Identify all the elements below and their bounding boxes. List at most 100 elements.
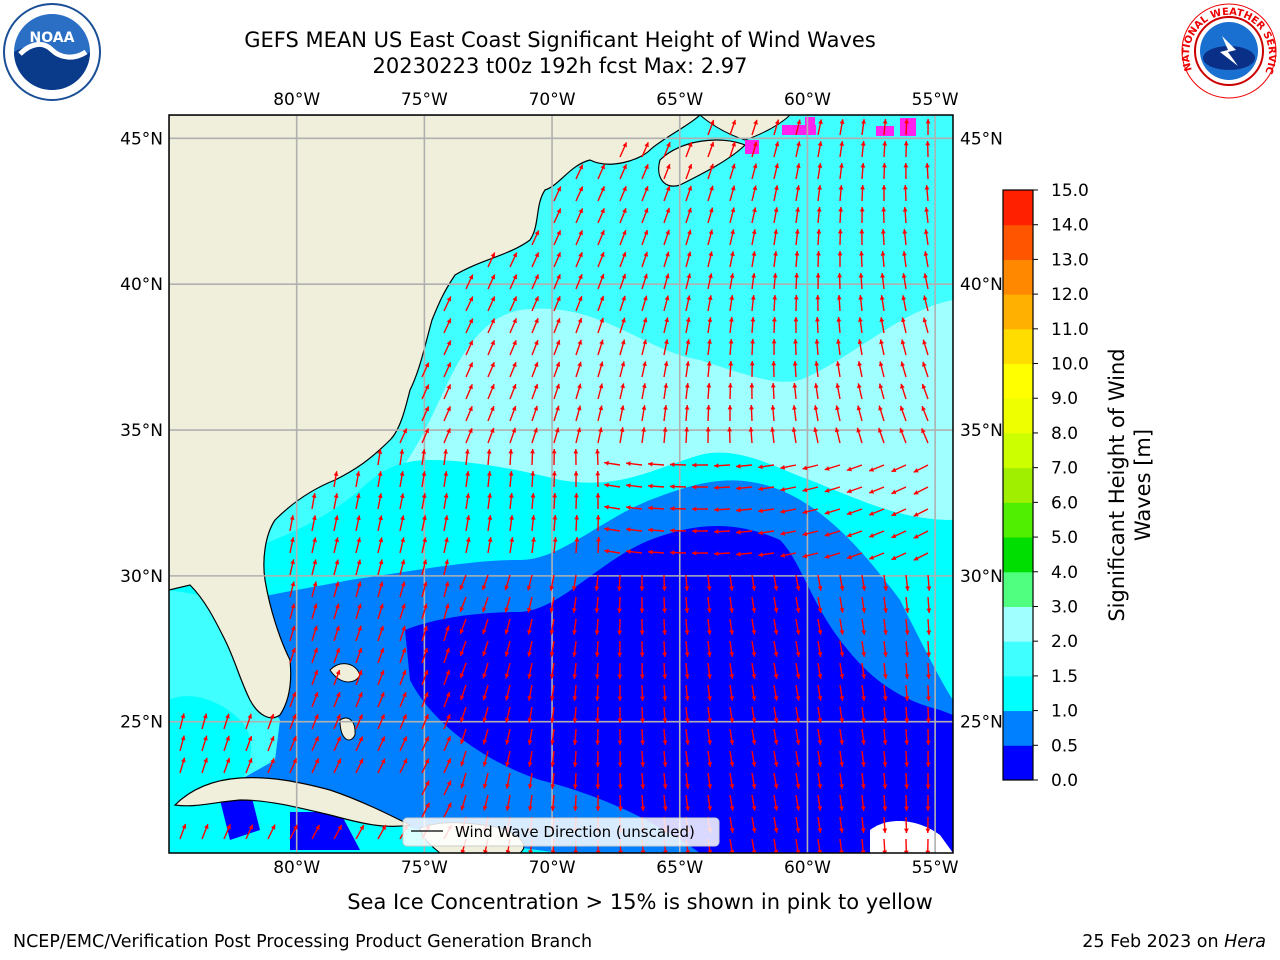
lon-label-top: 55°W	[912, 90, 959, 110]
wave-arrow-head	[662, 784, 668, 789]
wave-arrow-head	[839, 652, 845, 657]
colorbar-segment	[1003, 641, 1033, 677]
wave-arrow-head	[422, 515, 427, 521]
colorbar-segment	[1003, 710, 1033, 746]
wave-arrow-head	[379, 625, 384, 631]
wave-arrow-head	[465, 493, 471, 498]
wave-arrow-head	[692, 484, 697, 490]
wave-arrow-head	[926, 630, 932, 635]
wave-arrow-head	[707, 696, 712, 701]
wave-arrow-head	[526, 585, 532, 591]
wave-arrow-head	[358, 736, 363, 742]
wave-arrow-head	[358, 714, 363, 720]
wave-arrow-head	[736, 463, 741, 469]
wave-arrow-head	[814, 339, 820, 344]
wave-arrow-head	[335, 670, 341, 675]
wave-arrow-head	[549, 585, 555, 591]
wave-arrow-head	[618, 784, 623, 789]
wave-arrow-head	[595, 515, 601, 520]
wave-arrow-head	[736, 507, 741, 513]
wave-arrow-head	[640, 762, 646, 767]
wave-arrow-head	[879, 317, 885, 322]
wave-arrow-head	[356, 581, 362, 587]
wave-arrow-head	[836, 295, 842, 300]
wave-arrow-head	[773, 251, 778, 256]
wave-arrow-head	[424, 428, 429, 434]
wave-arrow-head	[904, 762, 909, 767]
wave-arrow-head	[482, 695, 487, 701]
wave-arrow-head	[550, 762, 556, 767]
colorbar-segment	[1003, 537, 1033, 573]
wave-arrow-head	[707, 740, 712, 745]
wave-arrow-head	[552, 493, 558, 498]
wave-arrow-head	[882, 740, 888, 745]
wave-arrow-head	[882, 696, 888, 701]
wave-arrow-head	[622, 230, 627, 235]
wave-arrow-head	[904, 696, 910, 701]
wave-arrow-head	[401, 670, 407, 675]
wave-arrow-head	[758, 552, 763, 558]
wave-arrow-head	[446, 736, 451, 742]
wave-arrow-head	[795, 718, 801, 723]
wave-arrow-head	[684, 586, 690, 591]
wave-arrow-head	[817, 828, 823, 833]
lat-label-left: 25°N	[120, 713, 163, 733]
wave-arrow-head	[460, 849, 466, 853]
wave-arrow-head	[835, 383, 841, 388]
wave-arrow-head	[269, 714, 275, 719]
wave-arrow-head	[861, 674, 866, 679]
wave-arrow-head	[399, 493, 405, 499]
wave-arrow-head	[729, 295, 735, 300]
wave-arrow-head	[648, 549, 653, 555]
wave-arrow-head	[773, 229, 779, 234]
wave-arrow-head	[709, 120, 715, 125]
wave-arrow-head	[617, 608, 622, 613]
wave-arrow-head	[883, 652, 888, 657]
wave-arrow-head	[595, 806, 601, 811]
wave-arrow-head	[899, 428, 905, 433]
colorbar-segment	[1003, 432, 1033, 469]
wave-arrow-head	[604, 460, 609, 466]
wave-arrow-head	[926, 718, 931, 723]
wave-arrow-head	[447, 802, 452, 808]
wave-arrow-head	[400, 581, 406, 587]
wave-arrow-head	[891, 533, 897, 538]
wave-arrow-head	[648, 505, 653, 511]
lon-label-bottom: 80°W	[273, 858, 320, 878]
wave-arrow-head	[913, 490, 919, 495]
wave-arrow-head	[422, 537, 427, 543]
wave-arrow-head	[795, 163, 801, 169]
wave-arrow-head	[533, 384, 539, 389]
wave-arrow-head	[751, 674, 757, 679]
wave-arrow-head	[904, 630, 910, 635]
wave-arrow-head	[707, 652, 712, 657]
wave-arrow-head	[818, 119, 823, 125]
wave-arrow-head	[662, 630, 667, 635]
wave-arrow-head	[483, 849, 488, 853]
wave-arrow-head	[459, 607, 464, 612]
wave-arrow-head	[314, 736, 319, 742]
wave-arrow-head	[727, 383, 733, 388]
wave-arrow-head	[594, 586, 600, 591]
wave-arrow-head	[594, 630, 600, 635]
wave-arrow-head	[727, 405, 733, 410]
wave-arrow-head	[556, 208, 561, 214]
wave-arrow-head	[487, 515, 493, 520]
lat-label-right: 25°N	[960, 713, 1003, 733]
wave-arrow-head	[487, 537, 493, 542]
wave-arrow-head	[334, 559, 340, 565]
wave-arrow-head	[792, 383, 798, 388]
wave-arrow-head	[882, 762, 888, 767]
wave-arrow-head	[751, 608, 757, 613]
wave-arrow-head	[577, 318, 583, 323]
wave-arrow-head	[512, 384, 517, 389]
wave-arrow-head	[422, 559, 428, 565]
wave-arrow-head	[750, 339, 755, 344]
wave-arrow-head	[648, 483, 653, 489]
wave-arrow-head	[729, 630, 734, 635]
wave-arrow-head	[882, 806, 888, 811]
wave-arrow-head	[552, 471, 557, 476]
wave-arrow-head	[891, 489, 897, 494]
wave-arrow-head	[773, 762, 779, 767]
wave-arrow-head	[686, 273, 692, 279]
